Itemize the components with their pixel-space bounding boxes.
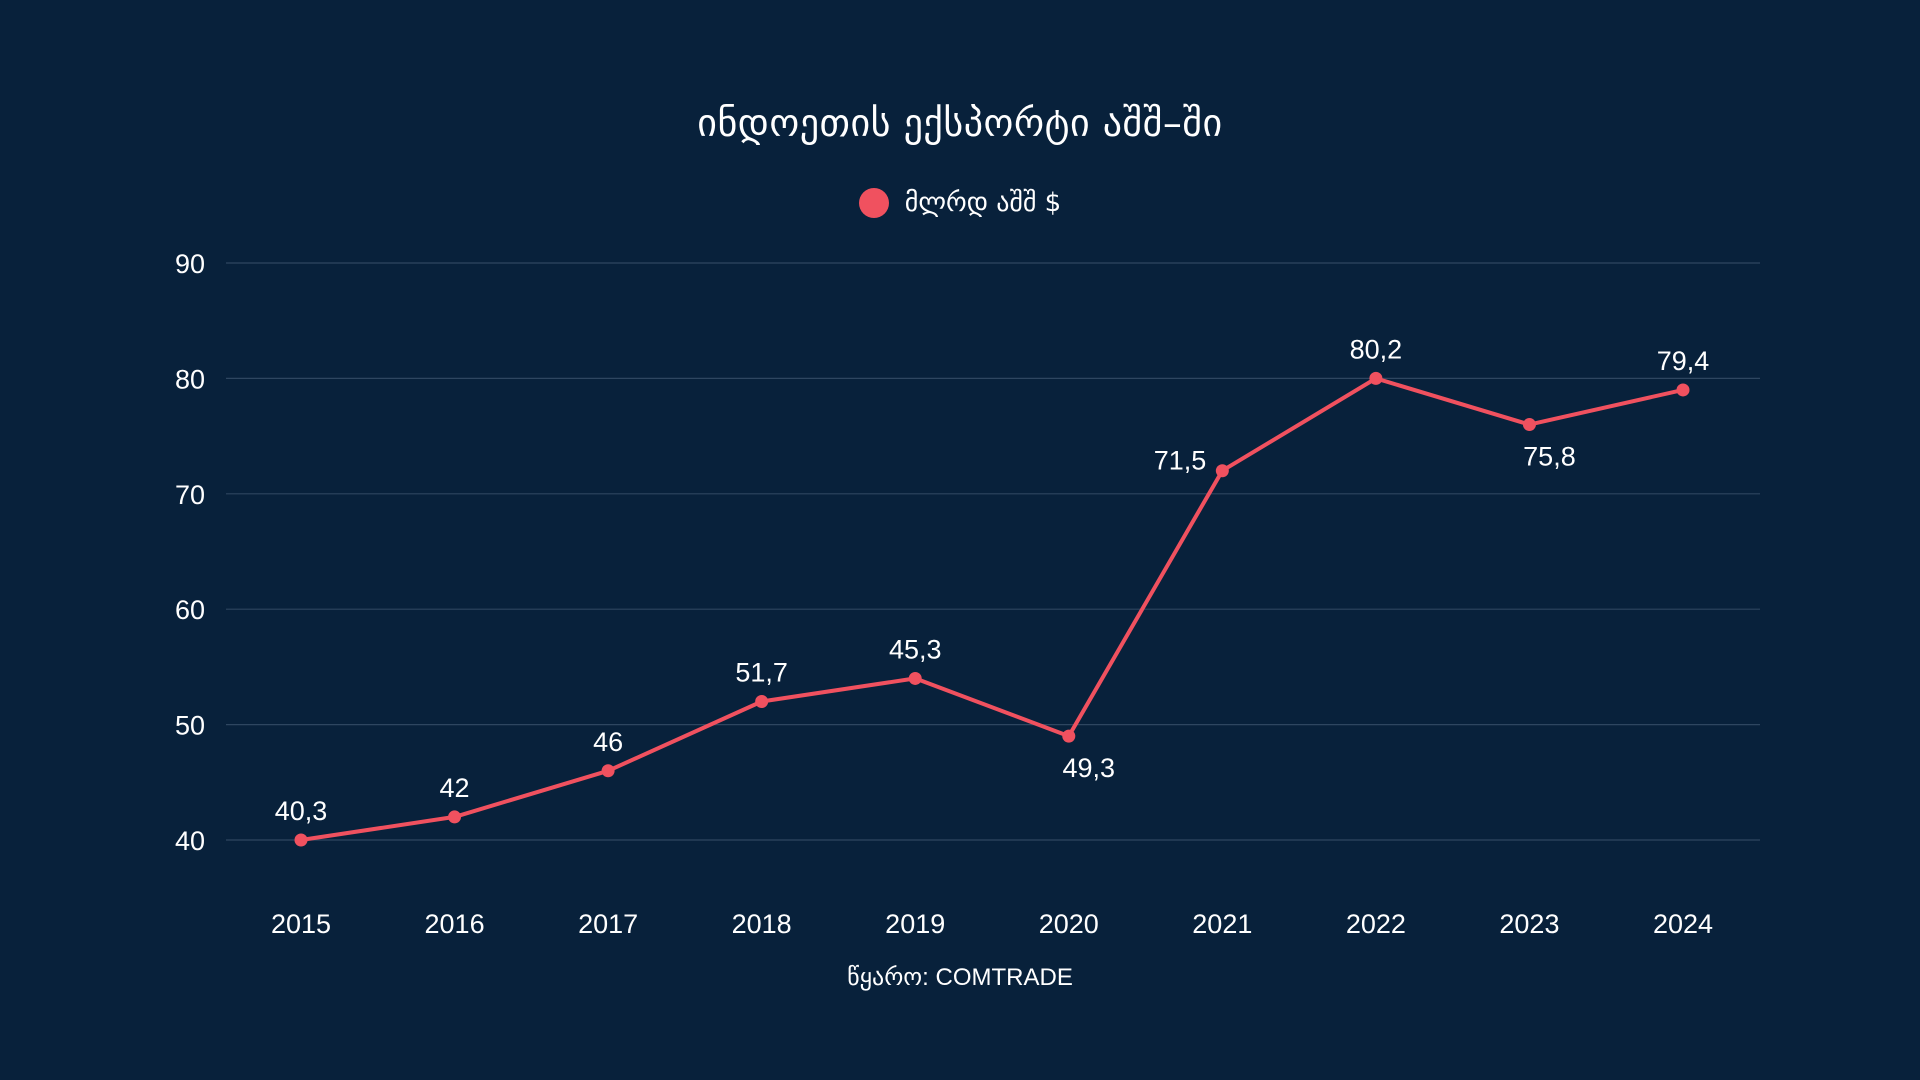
x-tick-label: 2023 — [1499, 909, 1559, 939]
data-label: 49,3 — [1062, 753, 1115, 783]
data-point — [1062, 729, 1076, 743]
data-label: 79,4 — [1657, 346, 1710, 376]
x-tick-label: 2019 — [885, 909, 945, 939]
x-tick-label: 2020 — [1039, 909, 1099, 939]
data-point — [601, 764, 615, 778]
data-point — [1215, 464, 1229, 478]
y-tick-label: 70 — [175, 480, 205, 510]
x-tick-label: 2018 — [732, 909, 792, 939]
legend-label: მლრდ აშშ $ — [904, 188, 1062, 218]
data-label: 51,7 — [735, 658, 788, 688]
source-note: წყარო: COMTRADE — [847, 964, 1073, 991]
legend-marker-icon — [858, 188, 889, 218]
data-label: 80,2 — [1350, 334, 1403, 364]
chart-title: ინდოეთის ექსპორტი აშშ–ში — [697, 101, 1223, 145]
series-line — [299, 376, 1685, 842]
data-label: 75,8 — [1523, 442, 1576, 472]
y-tick-label: 40 — [175, 826, 205, 856]
data-label: 42 — [440, 773, 470, 803]
data-point — [294, 833, 308, 847]
x-tick-label: 2016 — [425, 909, 485, 939]
data-point — [1522, 418, 1536, 432]
data-point — [908, 671, 922, 685]
x-tick-label: 2024 — [1653, 909, 1713, 939]
data-label: 40,3 — [275, 796, 328, 826]
x-tick-label: 2017 — [578, 909, 638, 939]
y-tick-label: 50 — [175, 711, 205, 741]
y-tick-label: 60 — [175, 595, 205, 625]
data-label: 46 — [593, 727, 623, 757]
data-point — [755, 695, 769, 709]
data-point — [1676, 383, 1690, 397]
y-tick-label: 90 — [175, 249, 205, 279]
x-tick-label: 2015 — [271, 909, 331, 939]
legend: მლრდ აშშ $ — [0, 188, 1920, 218]
x-tick-label: 2022 — [1346, 909, 1406, 939]
x-tick-label: 2021 — [1192, 909, 1252, 939]
data-point — [448, 810, 462, 824]
y-tick-label: 80 — [175, 364, 205, 394]
data-label: 45,3 — [889, 634, 942, 664]
data-label: 71,5 — [1154, 446, 1207, 476]
data-point — [1369, 371, 1383, 385]
